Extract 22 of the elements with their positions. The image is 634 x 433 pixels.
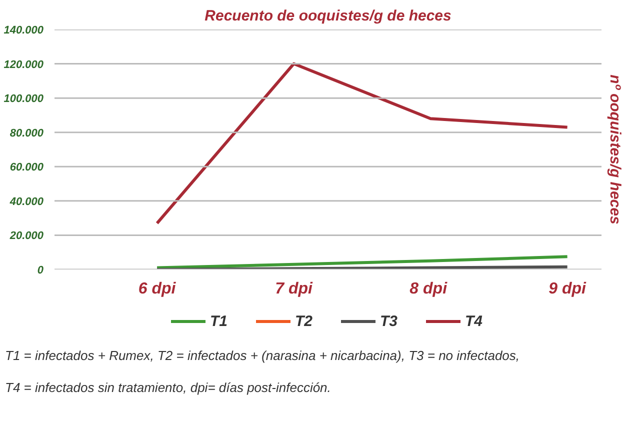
chart-title: Recuento de ooquistes/g de heces bbox=[204, 8, 452, 24]
y-tick-label: 40.000 bbox=[8, 196, 44, 208]
line-series bbox=[156, 255, 569, 270]
legend-label: T3 bbox=[380, 312, 399, 330]
x-tick-label: 7 dpi bbox=[275, 280, 314, 298]
text: T4 = infectados sin tratamiento, dpi= días post-infección. bbox=[5, 379, 331, 397]
legend-label: T1 bbox=[210, 312, 229, 330]
y-axis-title: nº ooquistes/g heces bbox=[606, 74, 624, 224]
y-tick-label: 20.000 bbox=[8, 230, 44, 242]
x-tick-label: 9 dpi bbox=[548, 280, 587, 298]
y-tick-label: 140.000 bbox=[4, 24, 44, 36]
y-tick-label: 80.000 bbox=[10, 127, 44, 140]
x-tick-label: 6 dpi bbox=[138, 280, 176, 298]
legend-label: T2 bbox=[295, 312, 314, 330]
legend-label: T4 bbox=[465, 312, 484, 330]
y-tick-label: 120.000 bbox=[4, 58, 44, 71]
y-tick-label: 0 bbox=[37, 264, 44, 276]
text: T1 = infectados + Rumex, T2 = infectados + (narasina + nicarbacina), T3 = no infectados, bbox=[5, 347, 520, 365]
y-tick-label: 60.000 bbox=[10, 162, 44, 174]
y-tick-label: 100.000 bbox=[4, 93, 44, 106]
x-tick-label: 8 dpi bbox=[410, 280, 448, 298]
line-series bbox=[156, 62, 569, 225]
